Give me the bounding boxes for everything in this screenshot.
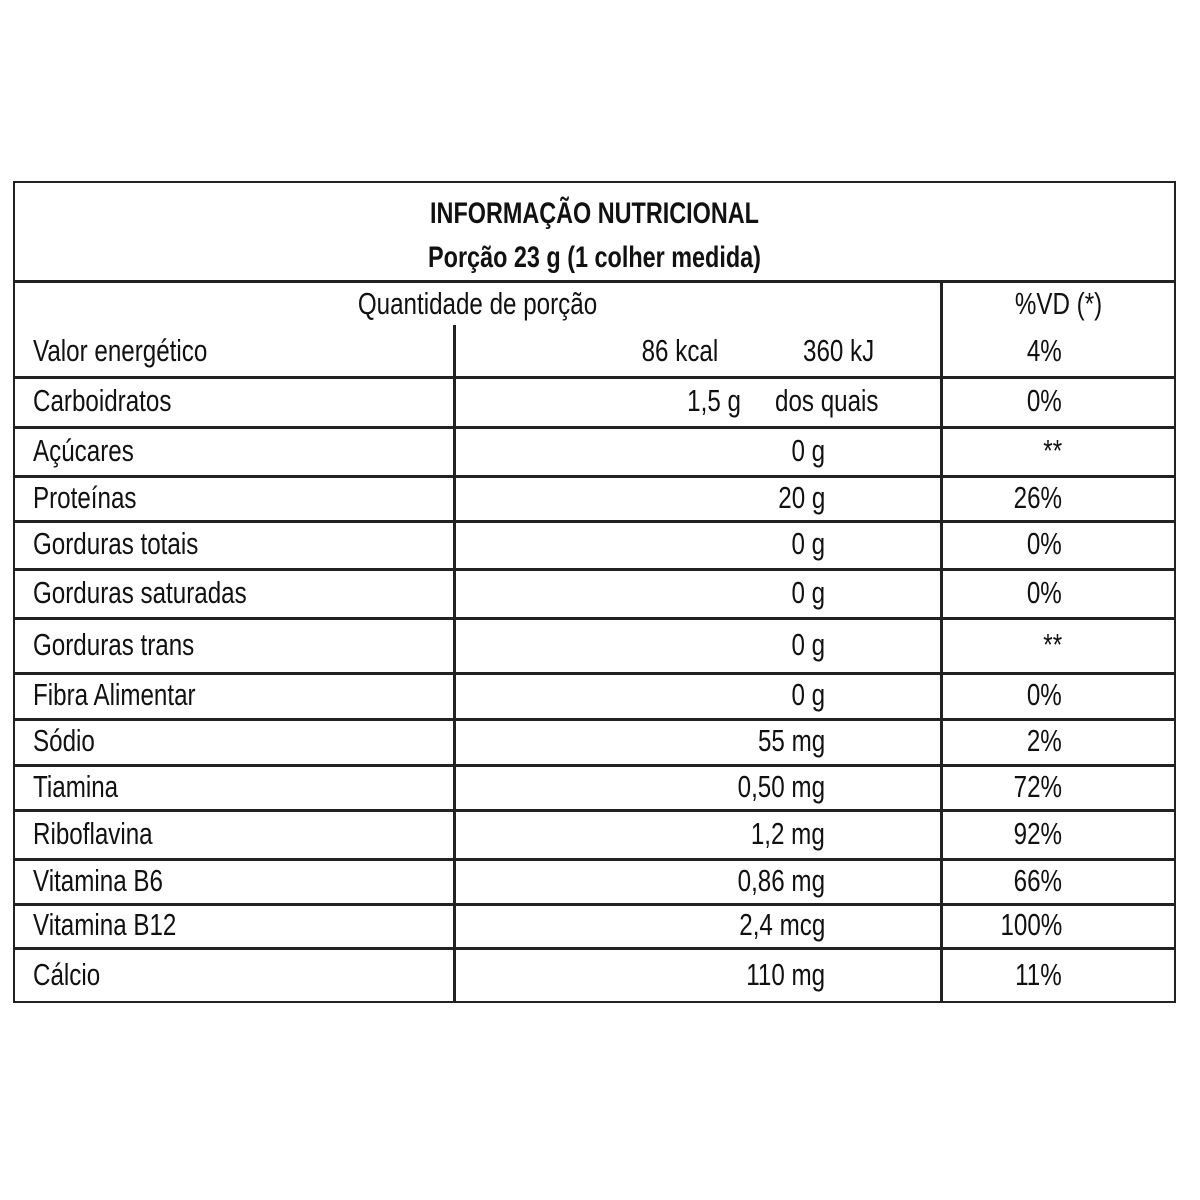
daily-value: 92% (1013, 816, 1062, 851)
daily-value: 26% (1013, 480, 1062, 515)
daily-value: 0% (1027, 575, 1062, 610)
nutrient-name: Vitamina B6 (33, 863, 163, 898)
nutrient-amount: 0 g (791, 677, 825, 712)
nutrient-amount: 55 mg (757, 723, 825, 758)
nutrient-name: Vitamina B12 (33, 907, 177, 942)
column-divider (940, 280, 943, 1001)
serving-size: Porção 23 g (1 colher medida) (428, 241, 761, 274)
nutrient-amount: 1,5 g (687, 383, 741, 418)
nutrient-name: Carboidratos (33, 383, 172, 418)
row-divider (15, 764, 1174, 767)
nutrient-amount: 0 g (791, 575, 825, 610)
dv-header: %VD (*) (1014, 286, 1103, 321)
nutrient-amount-secondary: dos quais (775, 383, 879, 418)
row-divider (15, 947, 1174, 950)
nutrition-table: INFORMAÇÃO NUTRICIONAL Porção 23 g (1 co… (13, 181, 1176, 1003)
daily-value: 0% (1027, 526, 1062, 561)
quantity-header: Quantidade de porção (357, 286, 598, 321)
row-divider (15, 426, 1174, 429)
nutrient-amount: 0 g (791, 526, 825, 561)
daily-value: 72% (1013, 769, 1062, 804)
row-divider (15, 617, 1174, 620)
row-divider (15, 672, 1174, 675)
daily-value: 100% (1000, 907, 1062, 942)
nutrient-name: Açúcares (33, 433, 134, 468)
nutrient-amount: 110 mg (746, 957, 825, 992)
row-divider (15, 718, 1174, 721)
nutrient-amount: 0 g (791, 627, 825, 662)
daily-value: 0% (1027, 677, 1062, 712)
nutrient-name: Gorduras saturadas (33, 575, 247, 610)
nutrient-name: Sódio (33, 723, 95, 758)
nutrient-amount: 1,2 mg (751, 816, 825, 851)
nutrient-amount: 86 kcal (641, 333, 718, 368)
nutrient-name: Proteínas (33, 480, 137, 515)
row-divider (15, 903, 1174, 906)
column-divider (453, 325, 456, 1001)
nutrient-name: Tiamina (33, 769, 119, 804)
nutrient-name: Cálcio (33, 957, 101, 992)
daily-value: 11% (1015, 957, 1062, 992)
daily-value: 4% (1027, 333, 1062, 368)
daily-value: 0% (1027, 383, 1062, 418)
nutrient-name: Fibra Alimentar (33, 677, 196, 712)
daily-value: ** (1043, 433, 1062, 468)
nutrient-name: Gorduras trans (33, 627, 195, 662)
table-title: INFORMAÇÃO NUTRICIONAL (430, 197, 759, 230)
row-divider (15, 809, 1174, 812)
nutrient-amount: 0,86 mg (737, 863, 825, 898)
row-divider (15, 475, 1174, 478)
nutrient-amount: 0 g (791, 433, 825, 468)
divider (15, 280, 1174, 283)
nutrient-name: Valor energético (33, 333, 208, 368)
row-divider (15, 520, 1174, 523)
nutrient-amount-secondary: 360 kJ (803, 333, 875, 368)
row-divider (15, 376, 1174, 379)
nutrient-amount: 20 g (777, 480, 825, 515)
nutrient-name: Gorduras totais (33, 526, 199, 561)
daily-value: ** (1043, 627, 1062, 662)
row-divider (15, 858, 1174, 861)
daily-value: 66% (1013, 863, 1062, 898)
daily-value: 2% (1027, 723, 1062, 758)
nutrient-amount: 0,50 mg (737, 769, 825, 804)
nutrient-amount: 2,4 mcg (738, 907, 825, 942)
nutrient-name: Riboflavina (33, 816, 153, 851)
row-divider (15, 568, 1174, 571)
